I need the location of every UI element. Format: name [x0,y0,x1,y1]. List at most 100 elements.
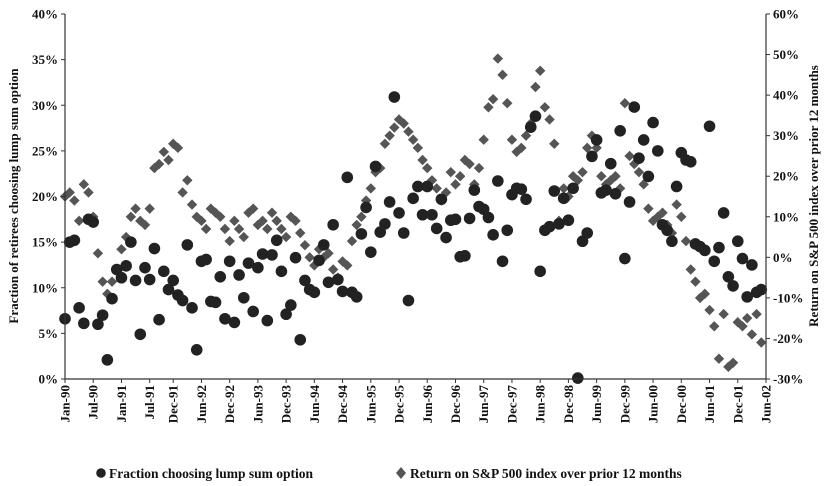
lump-sum-point [722,271,735,283]
lump-sum-point [157,265,170,278]
sp500-return-point [676,211,687,222]
lump-sum-point [252,261,264,274]
lump-sum-point [600,184,612,196]
y-left-tick-label: 30% [32,98,58,113]
sp500-return-point [299,239,311,251]
x-tick-label: Jun-98 [533,385,548,424]
sp500-return-point [596,171,607,182]
x-tick-label: Dec-99 [617,385,632,424]
sp500-return-point [619,98,631,109]
lump-sum-point [717,207,730,219]
sp500-return-point [511,146,522,158]
lump-sum-point [233,269,245,281]
lump-sum-point [609,187,622,200]
lump-sum-point [96,309,109,321]
sp500-return-point [365,183,377,194]
sp500-return-point [671,199,682,210]
lump-sum-point [341,171,354,184]
sp500-return-point [516,142,527,154]
sp500-return-point [219,223,231,235]
sp500-return-point [144,203,155,214]
sp500-return-point [323,248,334,259]
sp500-return-point [327,264,339,275]
lump-sum-point [496,255,509,268]
x-tick-label: Jul-90 [86,385,101,420]
y-right-tick-label: 20% [773,169,799,184]
sp500-return-point [92,248,104,259]
sp500-return-point [97,276,108,287]
lump-sum-point [148,242,161,255]
lump-sum-point [247,305,259,318]
lump-sum-point [294,333,307,346]
sp500-return-point [643,203,654,214]
sp500-return-point [342,260,353,271]
sp500-return-point [83,187,94,198]
lump-sum-point [416,208,429,221]
sp500-return-point [163,154,174,166]
lump-sum-point [299,274,311,287]
x-tick-label: Jul-91 [142,385,157,420]
lump-sum-point [713,241,725,254]
lump-sum-point [332,273,344,286]
x-tick-label: Dec-97 [504,385,519,424]
lump-sum-point [393,207,405,219]
x-tick-label: Jun-92 [194,385,209,423]
x-tick-label: Dec-01 [730,385,745,423]
x-tick-label: Jan-91 [114,385,129,423]
sp500-return-point [186,199,198,210]
x-tick-label: Dec-93 [279,385,294,424]
sp500-return-point [704,304,715,316]
lump-sum-point [647,116,659,129]
lump-sum-point [581,227,594,239]
lump-sum-point [388,91,401,103]
lump-sum-point [106,292,118,305]
lump-sum-point [397,227,410,239]
sp500-return-point [431,183,442,194]
sp500-return-point [694,292,706,304]
diamond-series-layer [59,53,767,373]
sp500-return-point [492,53,504,64]
lump-sum-point [350,291,363,303]
sp500-return-point [454,171,466,182]
sp500-return-point [709,321,720,332]
sp500-return-point [229,215,240,227]
lump-sum-point [515,183,528,195]
lump-sum-point [78,317,90,330]
lump-sum-point [670,180,683,193]
sp500-return-point [582,142,593,154]
lump-sum-point [190,344,203,356]
sp500-return-point [699,288,711,300]
x-tick-label: Dec-98 [561,385,576,424]
sp500-return-point [567,171,579,182]
sp500-return-point [572,175,584,186]
sp500-return-point [549,138,560,149]
lump-sum-point [143,273,156,286]
sp500-return-point [732,317,743,328]
lump-sum-point [501,224,514,237]
y-right-tick-label: 10% [773,209,799,224]
lump-sum-point [134,328,147,341]
sp500-return-point [172,142,184,154]
lump-sum-point [369,160,382,173]
sp500-return-point [756,337,767,348]
sp500-return-point [741,312,753,324]
lump-sum-point [435,193,448,206]
y-right-tick-label: 0% [773,250,793,265]
sp500-return-point [751,308,762,320]
lump-sum-point [125,236,137,248]
sp500-return-point [445,166,456,178]
sp500-return-point [304,252,315,263]
legend: Fraction choosing lump sum option Return… [96,466,682,481]
legend-label-sp500-return: Return on S&P 500 index over prior 12 mo… [410,466,682,481]
sp500-return-point [247,203,259,214]
sp500-return-point [483,102,494,113]
lump-sum-point [430,222,443,235]
sp500-return-point [657,207,668,218]
x-tick-label: Jun-99 [589,385,604,424]
sp500-return-point [64,187,75,198]
lump-sum-point [604,157,617,170]
sp500-return-point [544,114,555,125]
lump-sum-point [317,239,330,251]
lump-sum-point [529,110,542,122]
